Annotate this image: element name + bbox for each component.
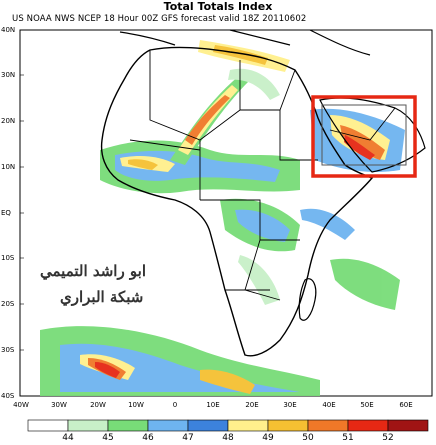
shade-north-green: [228, 68, 280, 100]
colorbar-label: 45: [102, 433, 114, 443]
lon-label-20e: 20E: [245, 401, 259, 409]
arabia-coastline: [319, 97, 426, 173]
highlight-box-outer: [311, 95, 417, 178]
madagascar-outline: [298, 278, 317, 321]
lat-label-20s: 20S: [1, 300, 15, 308]
colorbar-label: 48: [222, 433, 234, 443]
lat-label-30n: 30N: [1, 71, 16, 79]
lat-label-10s: 10S: [1, 254, 15, 262]
shade-north-orange: [213, 45, 268, 65]
chart-title: Total Totals Index: [163, 0, 273, 13]
lat-label-20n: 20N: [1, 117, 16, 125]
colorbar-label: 51: [342, 433, 354, 443]
highlight-box-inner: [321, 104, 407, 166]
country-borders: [129, 50, 396, 301]
lon-label-40w: 40W: [13, 401, 29, 409]
africa-coastline: [100, 46, 374, 357]
lon-label-0: 0: [172, 401, 178, 409]
shade-south-ocean-yellow2: [200, 369, 255, 394]
shade-arabia-red: [344, 135, 375, 160]
colorbar-label: 49: [262, 433, 274, 443]
lon-label-20w: 20W: [90, 401, 106, 409]
shade-congo-blue: [235, 209, 290, 242]
lat-label-40n: 40N: [1, 26, 16, 34]
shade-south-ocean-red: [95, 362, 120, 378]
lat-label-30s: 30S: [1, 346, 15, 354]
colorbar-label: 46: [142, 433, 154, 443]
lat-label-40s: 40S: [1, 392, 15, 400]
shade-south-green: [238, 255, 280, 305]
colorbar-label: 52: [382, 433, 394, 443]
watermark-line1: ابو راشد التميمي: [40, 262, 147, 280]
lon-label-30e: 30E: [283, 401, 297, 409]
lon-label-40e: 40E: [322, 401, 336, 409]
shade-indian-green: [330, 258, 400, 310]
lon-label-30w: 30W: [51, 401, 67, 409]
lat-label-10n: 10N: [1, 163, 16, 171]
lon-label-50e: 50E: [360, 401, 374, 409]
chart-subtitle: US NOAA NWS NCEP 18 Hour 00Z GFS forecas…: [12, 14, 307, 24]
graticule: [20, 29, 24, 397]
lat-label-eq: EQ: [1, 209, 11, 217]
shade-sahara-orange: [185, 95, 230, 145]
lon-label-60e: 60E: [399, 401, 413, 409]
lon-label-10w: 10W: [128, 401, 144, 409]
watermark-line2: شبكة البراري: [60, 288, 144, 306]
shade-sahel-orange: [128, 159, 158, 170]
colorbar-label: 47: [182, 433, 194, 443]
colorbar-label: 44: [62, 433, 74, 443]
lon-label-10e: 10E: [206, 401, 220, 409]
europe-coastline: [119, 29, 371, 56]
shade-arabia-orange: [340, 125, 385, 160]
colorbar-label: 50: [302, 433, 314, 443]
